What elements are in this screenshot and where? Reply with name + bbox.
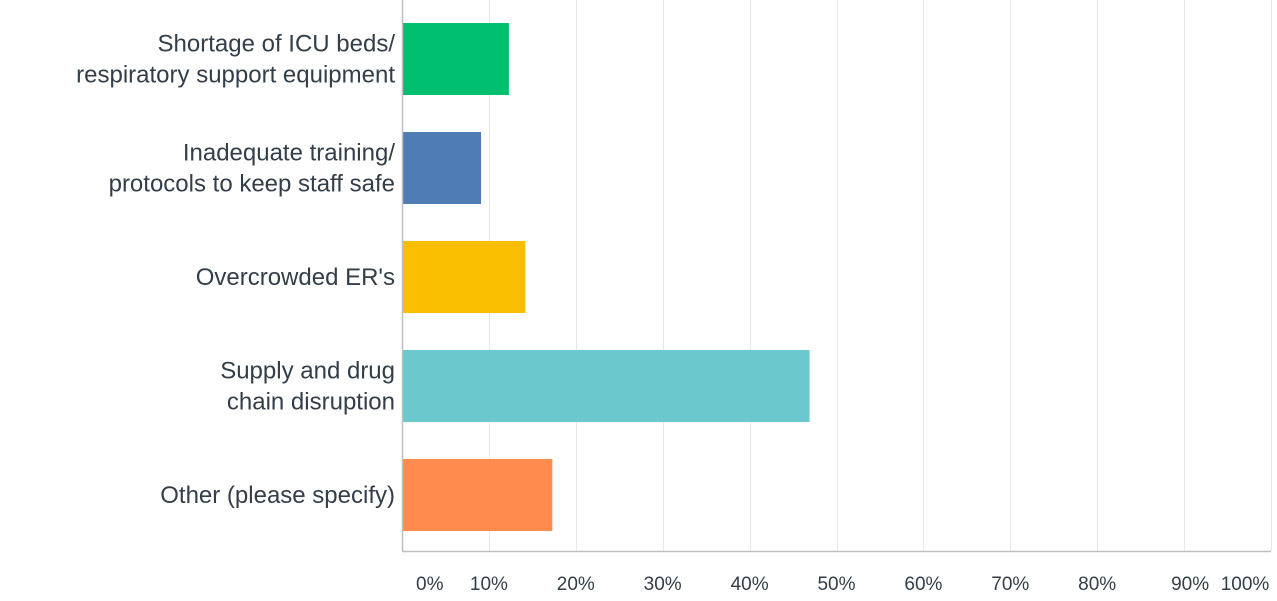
category-label-line: Shortage of ICU beds/: [158, 31, 396, 58]
x-tick-label: 40%: [731, 574, 769, 595]
x-tick-labels: 0% 10% 20% 30% 40% 50% 60% 70% 80% 90% 100%: [416, 574, 1269, 595]
category-label-line: protocols to keep staff safe: [109, 171, 395, 198]
category-label: Shortage of ICU beds/respiratory support…: [76, 31, 395, 89]
x-tick-label: 0%: [416, 574, 444, 595]
x-tick-label: 10%: [470, 574, 508, 595]
category-label-line: respiratory support equipment: [76, 62, 395, 89]
category-label-line: chain disruption: [227, 389, 395, 416]
bar: [402, 132, 482, 204]
bar: [402, 350, 810, 422]
axis-lines: [401, 0, 1271, 553]
bar: [402, 241, 526, 313]
bars: [402, 23, 810, 531]
x-tick-label: 90%: [1171, 574, 1209, 595]
category-label-line: Supply and drug: [220, 358, 395, 385]
category-label: Supply and drug chain disruption: [220, 358, 395, 416]
category-label-line: Inadequate training/: [183, 140, 396, 167]
category-label: Other (please specify): [160, 482, 395, 509]
bar: [402, 23, 509, 95]
x-tick-label: 60%: [904, 574, 942, 595]
category-label-line: Other (please specify): [160, 482, 395, 509]
x-tick-label: 70%: [991, 574, 1029, 595]
x-tick-label: 100%: [1221, 574, 1270, 595]
gridlines: [489, 0, 1272, 551]
category-label-line: Overcrowded ER's: [196, 264, 395, 291]
x-tick-label: 50%: [817, 574, 855, 595]
category-label: Overcrowded ER's: [196, 264, 395, 291]
x-tick-label: 30%: [644, 574, 682, 595]
x-tick-label: 80%: [1078, 574, 1116, 595]
category-labels: Shortage of ICU beds/respiratory support…: [76, 31, 395, 510]
x-tick-label: 20%: [557, 574, 595, 595]
bar: [402, 459, 553, 531]
category-label: Inadequate training/protocols to keep st…: [109, 140, 396, 198]
